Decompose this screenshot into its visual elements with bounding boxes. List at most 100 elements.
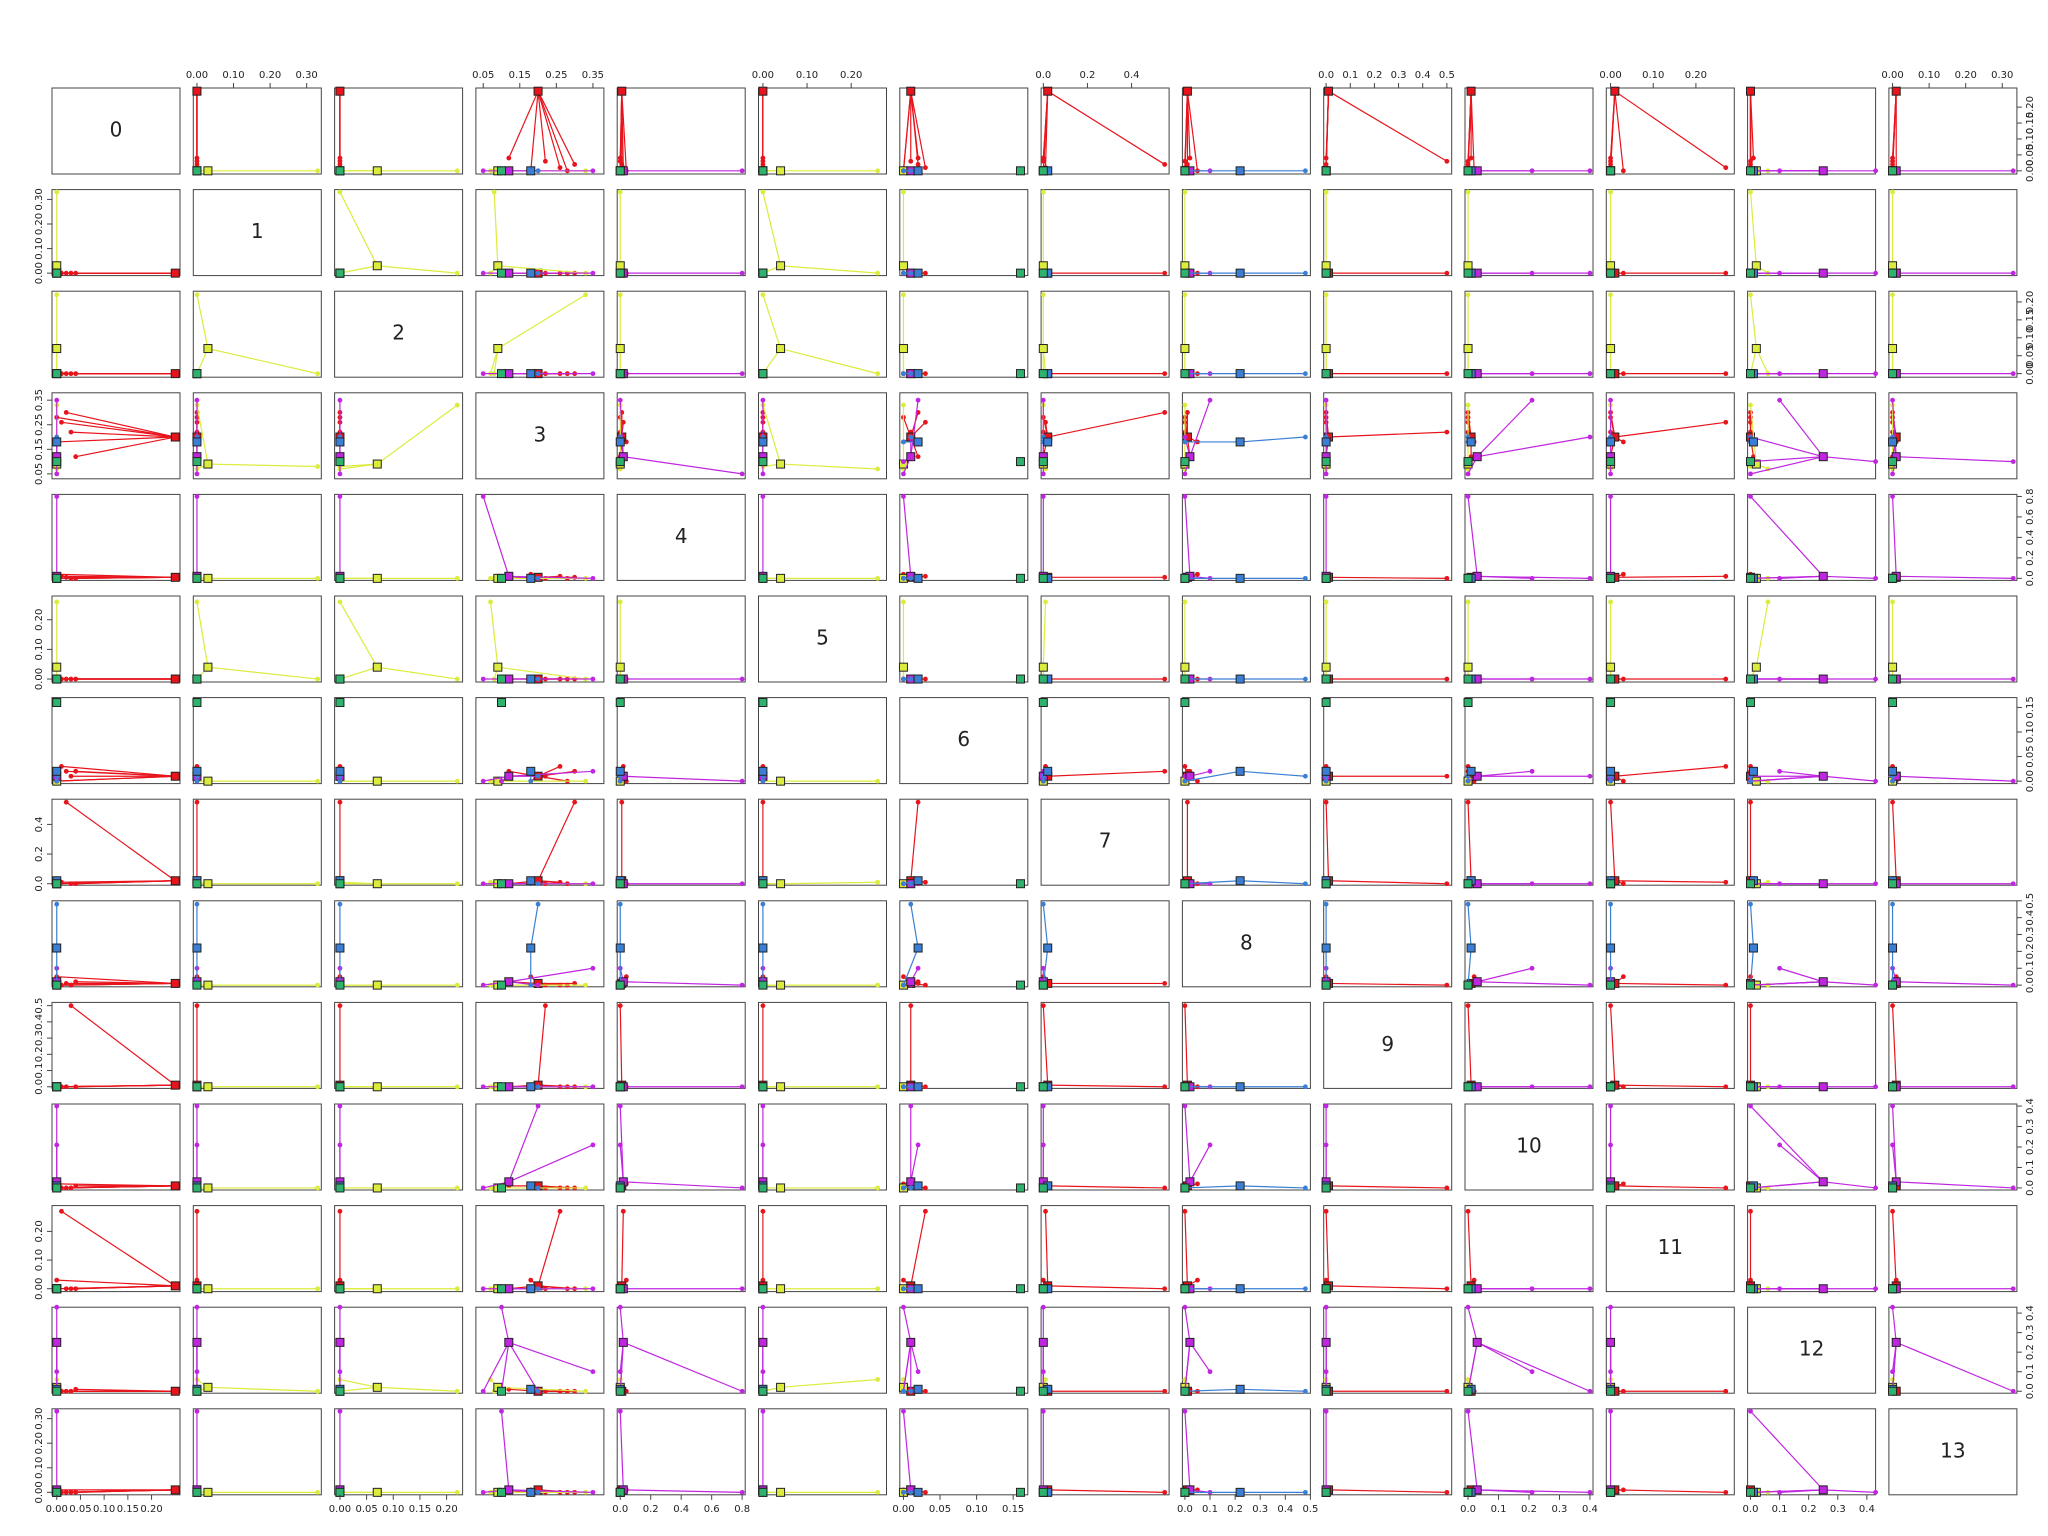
link-line [1328, 431, 1447, 438]
centroid [203, 459, 213, 469]
centroid [776, 166, 786, 176]
point [760, 901, 766, 907]
panel-frame [899, 189, 1029, 277]
link-line [1609, 1005, 1616, 1086]
centroid [1466, 766, 1476, 776]
point [337, 397, 343, 403]
link-line [56, 573, 176, 578]
point [63, 768, 69, 774]
link-line [910, 904, 919, 949]
link-line [75, 436, 176, 458]
point [2010, 575, 2016, 581]
centroid [1038, 166, 1048, 176]
centroid [1180, 1082, 1190, 1092]
panel-frame [616, 493, 746, 581]
centroid [203, 662, 213, 672]
panel-frame [1181, 189, 1311, 277]
centroid [1888, 166, 1898, 176]
link-line [1750, 775, 1824, 782]
point [901, 599, 906, 605]
centroid [526, 268, 536, 278]
centroid [335, 879, 345, 889]
point [901, 982, 906, 988]
panel-frame [192, 1001, 322, 1089]
centroid [203, 573, 213, 583]
centroid [372, 776, 382, 786]
centroid [335, 766, 345, 776]
point [1187, 155, 1193, 161]
centroid [1463, 674, 1473, 684]
centroid [52, 980, 62, 990]
panel-frame [51, 290, 181, 378]
point [1608, 397, 1613, 403]
centroid [52, 766, 62, 776]
centroid [1038, 980, 1048, 990]
point [1890, 1003, 1895, 1009]
centroid [615, 261, 625, 271]
centroid [1606, 344, 1616, 354]
point [1162, 981, 1168, 986]
link-line [1328, 90, 1448, 162]
centroid [493, 261, 503, 271]
panel-frame [1181, 392, 1311, 480]
centroid [776, 776, 786, 786]
panel-frame [51, 493, 181, 581]
centroid [170, 369, 180, 379]
centroid [1888, 344, 1898, 354]
panel-frame [1464, 798, 1594, 886]
panel-frame [334, 798, 464, 886]
link-line [70, 431, 176, 438]
link-line [1328, 982, 1447, 986]
point [1182, 471, 1188, 477]
centroid [1235, 766, 1245, 776]
link-line [1614, 880, 1726, 883]
link-line [1328, 880, 1447, 885]
point [1723, 419, 1729, 425]
point [1162, 162, 1168, 167]
point [739, 881, 745, 887]
panel-frame [616, 392, 746, 480]
point [901, 270, 906, 276]
point [1323, 292, 1329, 298]
point [194, 901, 200, 907]
point [1873, 881, 1878, 887]
centroid [1180, 879, 1190, 889]
panel-frame [51, 1001, 181, 1089]
centroid [1888, 268, 1898, 278]
centroid [1180, 698, 1190, 708]
centroid [504, 1082, 514, 1092]
centroid [493, 344, 503, 354]
point [1587, 773, 1593, 779]
point [1302, 676, 1308, 682]
point [875, 982, 881, 988]
panel-frame [1323, 392, 1453, 480]
point [1873, 676, 1878, 682]
link-line [377, 666, 458, 680]
centroid [504, 571, 514, 581]
variable-label: 6 [957, 727, 970, 751]
panel-frame [1464, 900, 1594, 988]
centroid [52, 573, 62, 583]
point [1444, 371, 1450, 377]
panel-frame [1040, 697, 1170, 785]
point [590, 168, 596, 174]
centroid [906, 86, 916, 96]
centroid [192, 698, 202, 708]
point [915, 162, 921, 167]
point [1723, 676, 1729, 682]
centroid [192, 980, 202, 990]
centroid [170, 876, 180, 886]
point [901, 471, 906, 477]
centroid [776, 459, 786, 469]
point [1608, 799, 1613, 805]
link-line [339, 463, 378, 470]
panel-frame [334, 595, 464, 683]
point [1620, 439, 1626, 445]
panel-frame [1888, 697, 2018, 785]
point [194, 292, 200, 298]
point [1162, 1084, 1168, 1090]
centroid [170, 572, 180, 582]
link-line [1779, 967, 1824, 983]
centroid [1015, 369, 1025, 379]
centroid [1235, 437, 1245, 447]
